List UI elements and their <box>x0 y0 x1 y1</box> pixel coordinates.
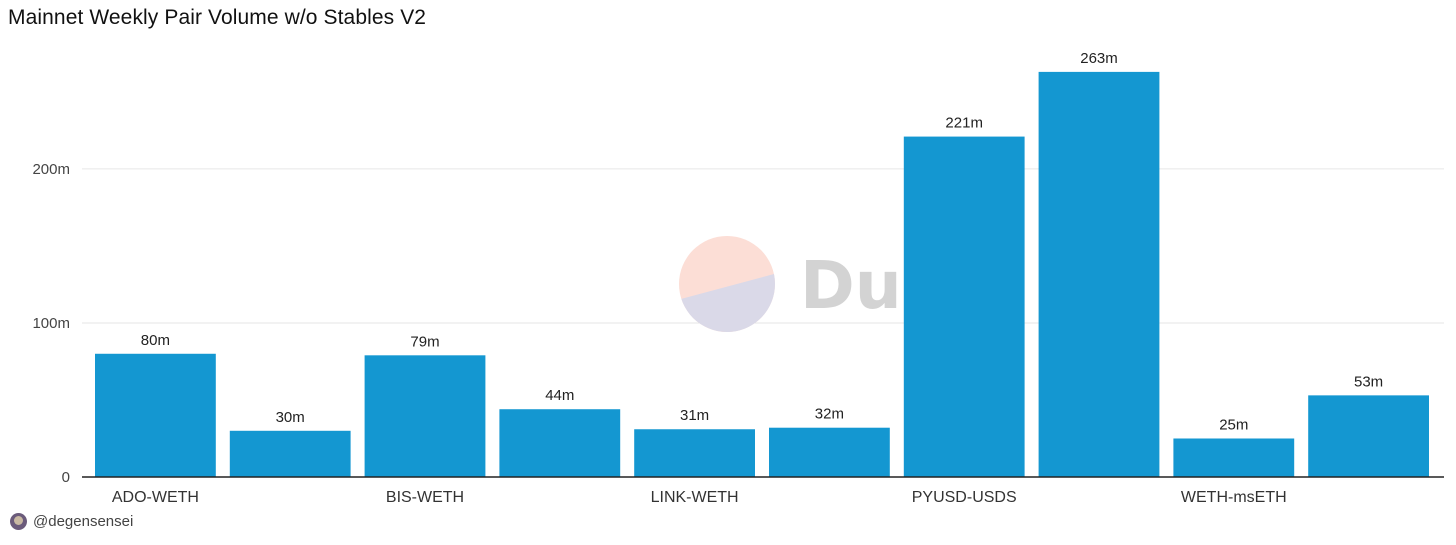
bar[interactable] <box>95 353 216 477</box>
x-axis-ticks: ADO-WETH BIS-WETH LINK-WETH PYUSD-USDS WETH-… <box>112 489 1287 506</box>
author-handle: @degensensei <box>33 513 134 530</box>
author-credit[interactable]: @degensensei <box>10 513 133 530</box>
x-tick-label: BIS-WETH <box>386 489 464 506</box>
y-axis-ticks: 0 100m 200m <box>32 161 70 486</box>
bar-data-label: 31m <box>680 407 709 424</box>
bar[interactable] <box>903 136 1025 477</box>
bars <box>95 71 1429 477</box>
user-avatar-icon <box>10 513 27 530</box>
x-tick-label: WETH-msETH <box>1181 489 1287 506</box>
bar-data-label: 263m <box>1080 50 1118 67</box>
data-labels: 80m 30m 79m 44m 31m 32m 221m 263m 25m 53m <box>141 50 1383 434</box>
x-tick-label: LINK-WETH <box>651 489 739 506</box>
bar-data-label: 25m <box>1219 416 1248 433</box>
bar[interactable] <box>1308 395 1429 477</box>
bar-data-label: 53m <box>1354 373 1383 390</box>
bar[interactable] <box>229 430 351 477</box>
bar-data-label: 32m <box>815 406 844 423</box>
bar-data-label: 44m <box>545 387 574 404</box>
bar[interactable] <box>364 355 486 477</box>
y-tick-label: 0 <box>62 469 70 486</box>
x-tick-label: ADO-WETH <box>112 489 199 506</box>
y-tick-label: 100m <box>32 315 70 332</box>
chart-title: Mainnet Weekly Pair Volume w/o Stables V… <box>8 6 427 29</box>
bar[interactable] <box>769 427 890 477</box>
bar-data-label: 30m <box>276 409 305 426</box>
bar[interactable] <box>499 409 621 477</box>
x-tick-label: PYUSD-USDS <box>912 489 1017 506</box>
bar[interactable] <box>1038 71 1160 477</box>
y-tick-label: 200m <box>32 161 70 178</box>
bar[interactable] <box>1173 438 1295 477</box>
bar[interactable] <box>634 429 755 477</box>
bar-data-label: 221m <box>945 115 983 132</box>
grid-lines <box>82 168 1444 324</box>
bar-data-label: 80m <box>141 332 170 349</box>
bar-data-label: 79m <box>410 333 439 350</box>
